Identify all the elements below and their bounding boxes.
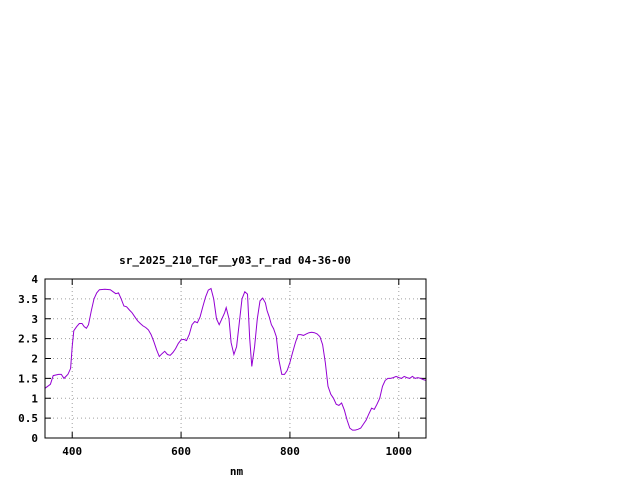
x-axis-ticks: 400 600 800 1000 bbox=[62, 279, 412, 458]
x-tick-label: 800 bbox=[280, 445, 300, 458]
x-tick-label: 1000 bbox=[386, 445, 413, 458]
y-tick-label: 0.5 bbox=[18, 412, 38, 425]
y-tick-label: 2.5 bbox=[18, 333, 38, 346]
chart-title: sr_2025_210_TGF__y03_r_rad 04-36-00 bbox=[119, 254, 351, 267]
y-tick-label: 0 bbox=[31, 432, 38, 445]
x-axis-label: nm bbox=[230, 465, 244, 478]
y-tick-label: 3 bbox=[31, 313, 38, 326]
y-tick-label: 1.5 bbox=[18, 372, 38, 385]
x-tick-label: 400 bbox=[62, 445, 82, 458]
y-tick-label: 2 bbox=[31, 353, 38, 366]
y-tick-label: 4 bbox=[31, 273, 38, 286]
grid bbox=[45, 279, 426, 438]
y-tick-label: 1 bbox=[31, 392, 38, 405]
series-line bbox=[44, 287, 427, 431]
y-axis-ticks: 0 0.5 1 1.5 2 2.5 3 3.5 4 bbox=[18, 273, 426, 445]
plot-frame bbox=[44, 278, 427, 439]
y-tick-label: 3.5 bbox=[18, 293, 38, 306]
x-tick-label: 600 bbox=[171, 445, 191, 458]
